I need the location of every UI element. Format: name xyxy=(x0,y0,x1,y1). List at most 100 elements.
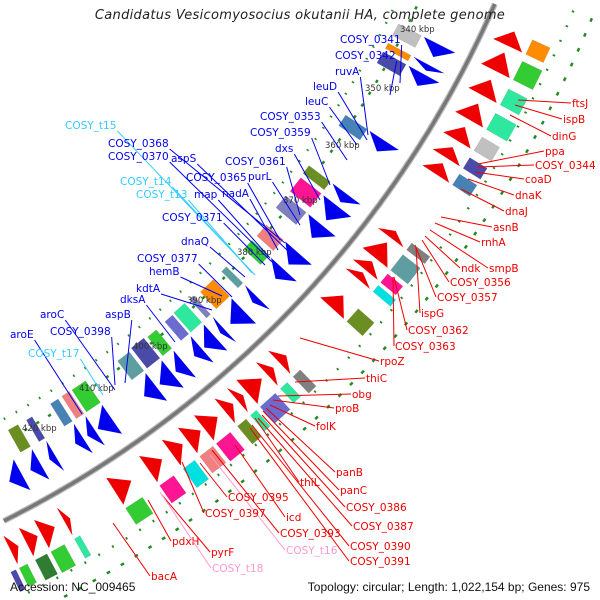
tick-dot xyxy=(569,62,574,67)
tick-dot xyxy=(358,344,362,348)
tick-dot xyxy=(191,492,195,496)
forward-gene-arrow xyxy=(212,316,237,343)
tick-dot xyxy=(241,256,246,261)
tick-dot xyxy=(127,334,131,338)
tick-dot xyxy=(378,33,382,37)
forward-gene-arrow xyxy=(230,298,257,324)
reverse-gene-arrow xyxy=(377,227,404,248)
reverse-gene-cog-box xyxy=(280,381,301,404)
forward-gene-cog-box xyxy=(130,337,161,369)
reverse-gene-label: rpoZ xyxy=(380,356,405,368)
reverse-gene-label: COSY_0357 xyxy=(437,292,498,304)
label-leader-line xyxy=(181,461,205,514)
tick-dot xyxy=(229,463,233,467)
label-leader-line xyxy=(294,377,366,383)
tick-label: 370 kbp xyxy=(283,196,318,206)
label-leader-line xyxy=(293,153,321,201)
reverse-gene-label: ppa xyxy=(545,146,565,158)
tick-dot xyxy=(41,583,45,587)
tick-dot xyxy=(306,148,310,152)
forward-gene-arrow xyxy=(46,440,65,471)
forward-gene-label: COSY_0342 xyxy=(335,50,396,62)
reverse-gene-cog-box xyxy=(159,475,187,504)
tick-dot xyxy=(393,333,398,339)
label-leader-line xyxy=(440,216,493,228)
tick-dot xyxy=(565,24,569,28)
label-leader-line xyxy=(477,150,545,165)
reverse-gene-label: COSY_0386 xyxy=(346,502,407,514)
tick-dot xyxy=(381,67,386,72)
label-leader-line xyxy=(64,319,116,391)
label-leader-line xyxy=(272,399,335,409)
tick-dot xyxy=(289,170,293,174)
reverse-gene-label: thiC xyxy=(366,373,387,385)
tick-dot xyxy=(482,217,487,223)
forward-gene-arrow xyxy=(85,416,105,446)
tick-dot xyxy=(365,57,369,61)
forward-gene-arrow xyxy=(245,285,270,310)
reverse-gene-label: rnhA xyxy=(481,237,506,249)
label-leader-line xyxy=(514,104,563,120)
reverse-gene-arrow xyxy=(106,477,132,505)
reverse-gene-label: proB xyxy=(335,403,359,415)
label-leader-line xyxy=(311,137,331,186)
label-leader-line xyxy=(209,454,286,551)
tick-dot xyxy=(500,152,504,156)
label-leader-line xyxy=(421,239,450,283)
reverse-gene-label: bacA xyxy=(151,571,178,583)
reverse-gene-label: panC xyxy=(340,485,367,497)
forward-gene-cog-box xyxy=(302,165,331,191)
forward-gene-arrow xyxy=(413,56,445,74)
forward-gene-cog-box xyxy=(221,266,244,289)
reverse-gene-label: asnB xyxy=(493,222,519,234)
tick-dot xyxy=(499,190,505,196)
tick-dot xyxy=(548,106,553,111)
reverse-gene-arrow xyxy=(139,455,163,483)
label-leader-line xyxy=(321,121,348,161)
tick-dot xyxy=(241,453,245,457)
tick-dot xyxy=(240,479,245,484)
forward-gene-label: leuC xyxy=(305,96,328,108)
label-leader-line xyxy=(147,499,172,542)
tick-dot-rings xyxy=(3,5,594,598)
tick-dot xyxy=(227,242,231,246)
map-title: Candidatus Vesicomyosocius okutanii HA, … xyxy=(94,8,506,23)
reverse-gene-label: coaD xyxy=(525,174,552,186)
backbone-line xyxy=(3,3,497,523)
tick-dot xyxy=(389,308,393,312)
reverse-gene-cog-box xyxy=(125,496,154,525)
reverse-gene-label: COSY_0393 xyxy=(280,528,341,540)
tick-dot xyxy=(201,295,206,300)
forward-gene-cog-box xyxy=(61,391,85,419)
reverse-gene-arrow xyxy=(481,52,510,79)
forward-gene-label: COSY_0359 xyxy=(250,127,311,139)
tick-dot xyxy=(414,5,418,10)
tick-label: 420 kbp xyxy=(22,424,57,434)
reverse-gene-cog-box xyxy=(512,60,543,91)
reverse-gene-label: COSY_t18 xyxy=(212,563,263,575)
tick-dot xyxy=(473,231,478,236)
tick-label: 360 kbp xyxy=(325,141,360,151)
forward-gene-label: map xyxy=(194,189,218,201)
label-leader-line xyxy=(474,171,525,180)
reverse-gene-label: COSY_t16 xyxy=(286,545,338,557)
label-leader-line xyxy=(269,404,316,427)
tick-dot xyxy=(424,296,429,301)
backbone xyxy=(2,2,498,524)
label-leader-line xyxy=(198,263,233,298)
label-leader-line xyxy=(261,414,346,508)
label-leader-line xyxy=(265,407,336,473)
tick-dot xyxy=(408,18,412,23)
tick-dot xyxy=(390,9,394,12)
reverse-gene-label: ispB xyxy=(563,114,585,126)
tick-dot xyxy=(72,374,76,378)
reverse-gene-label: folK xyxy=(316,421,337,433)
label-leader-line xyxy=(337,91,368,141)
forward-gene-label: COSY_0368 xyxy=(108,138,169,150)
forward-gene-arrow xyxy=(97,404,123,434)
reverse-gene-arrow xyxy=(268,350,291,374)
tick-dot xyxy=(368,332,372,336)
reverse-gene-cog-box xyxy=(372,284,397,307)
reverse-gene-arrow xyxy=(345,268,370,290)
tick-dot xyxy=(246,222,250,226)
